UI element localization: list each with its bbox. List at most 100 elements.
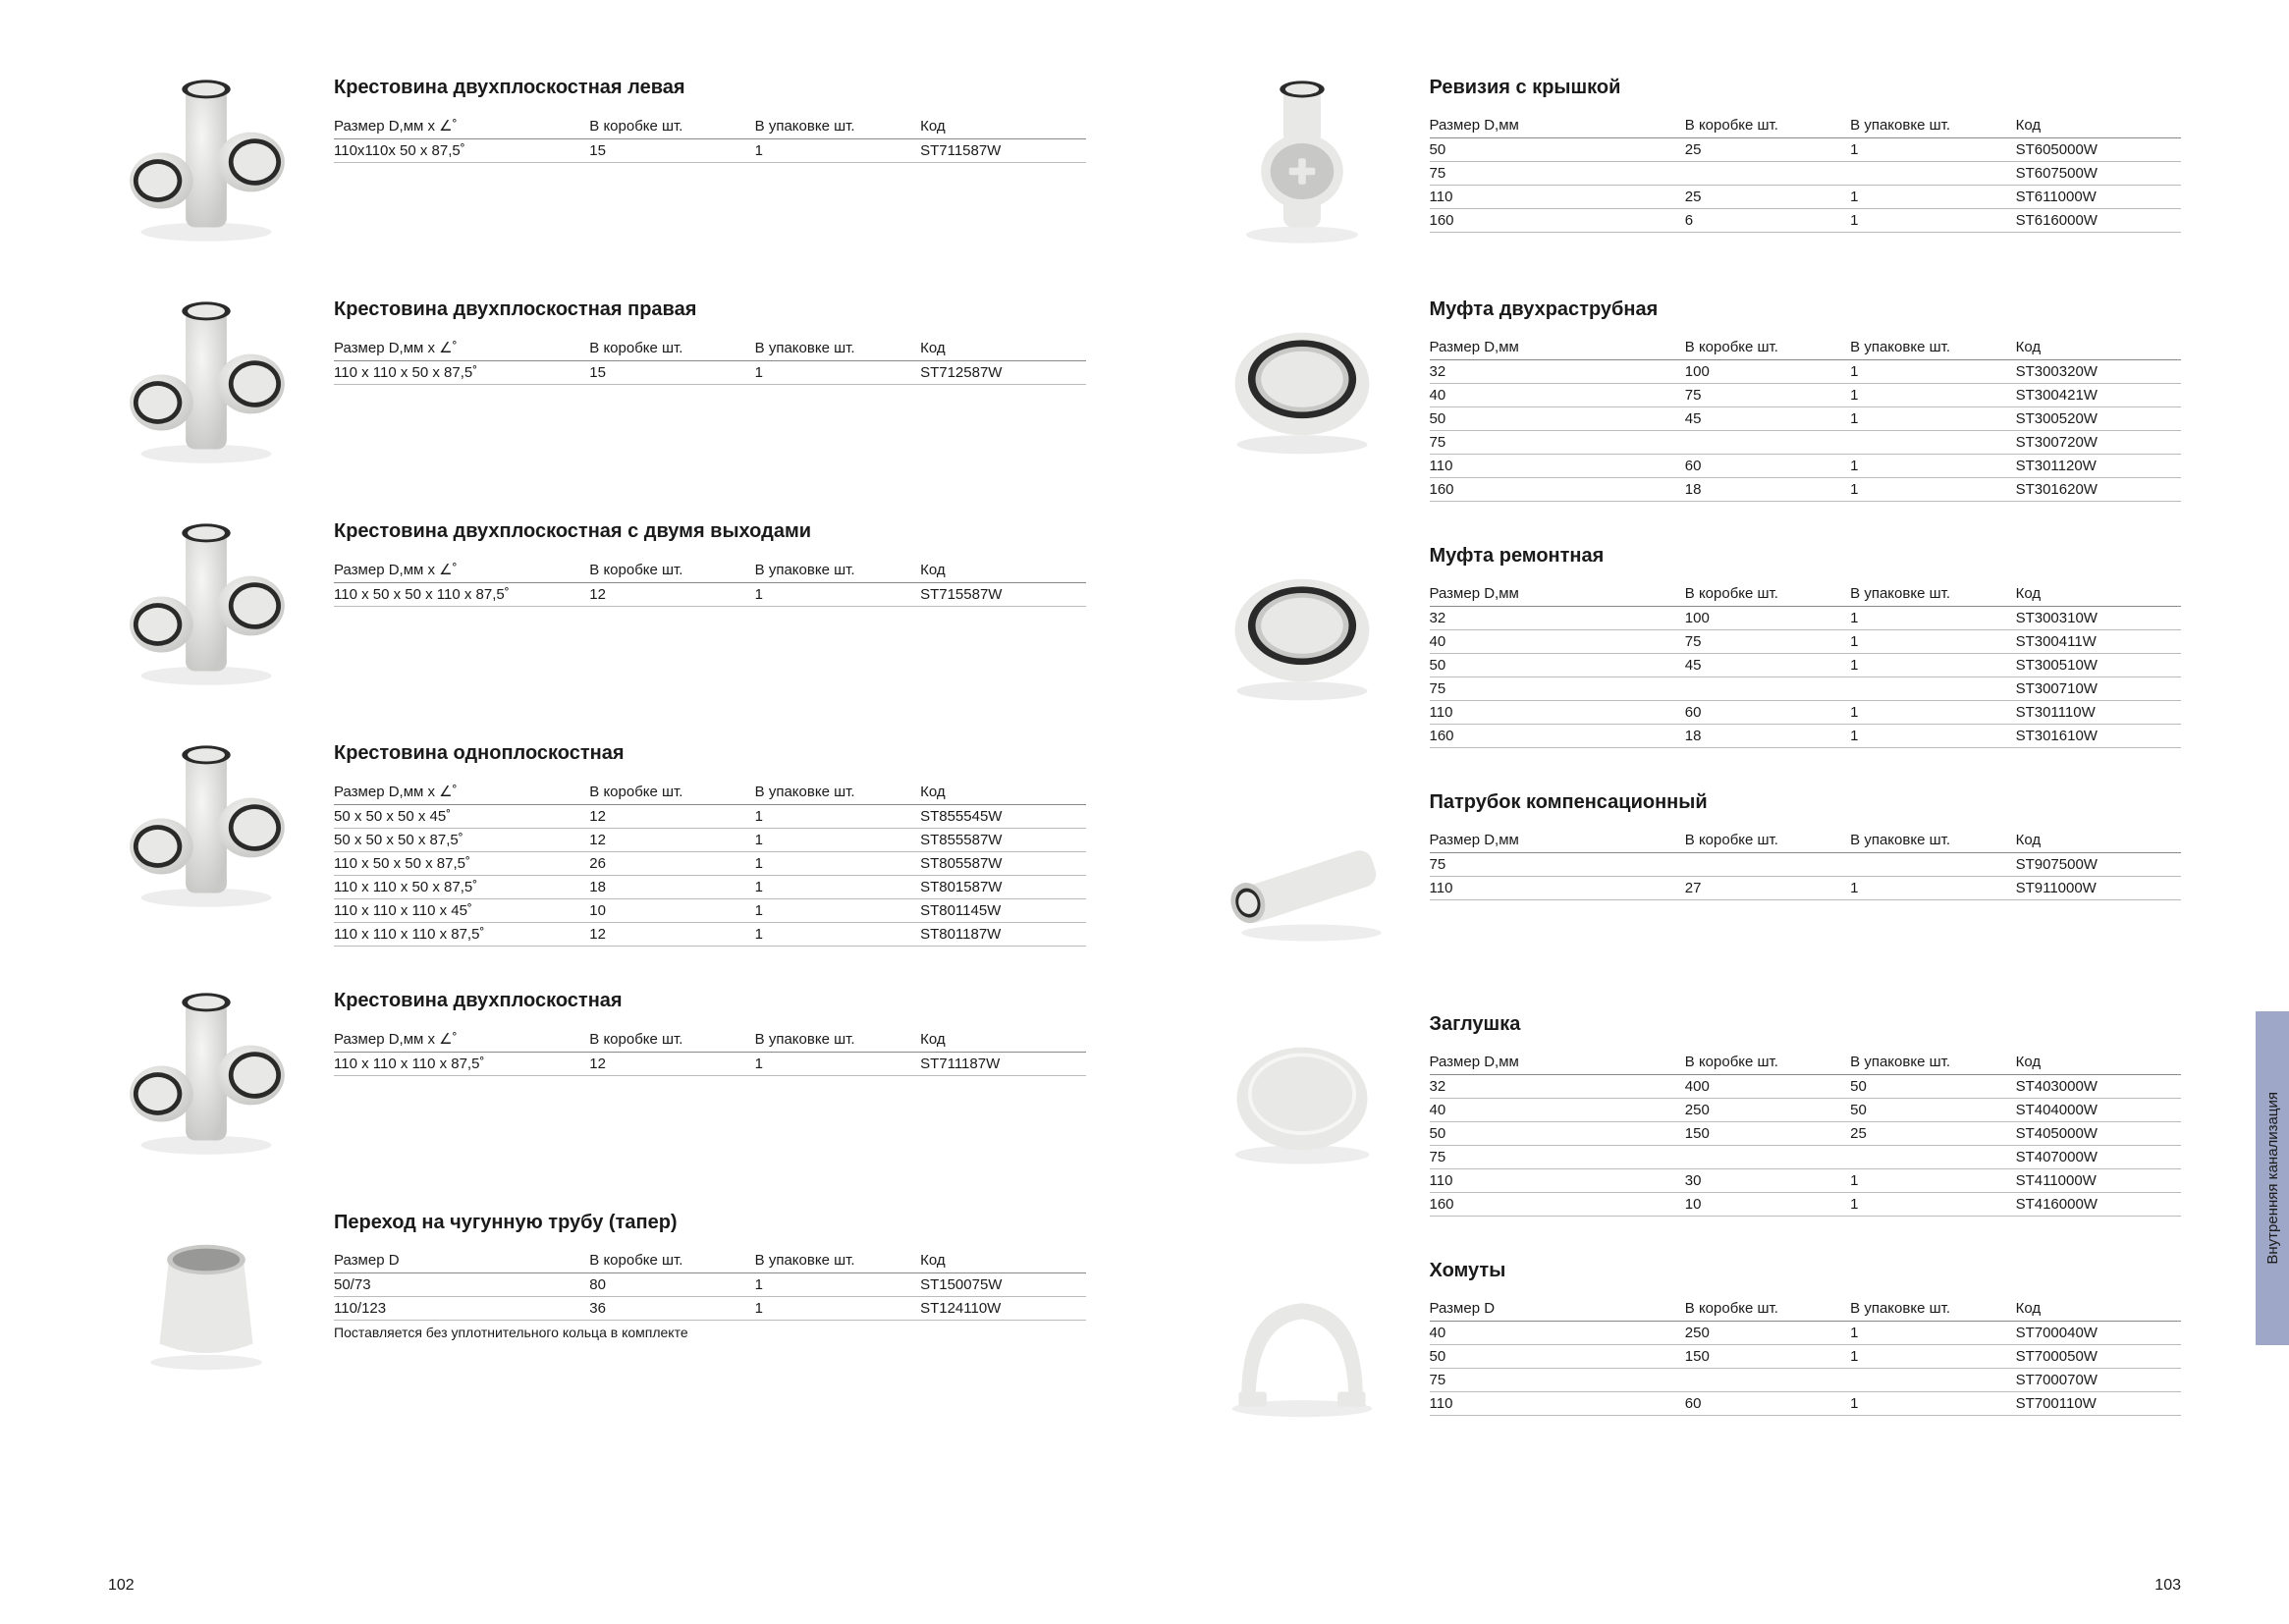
table-cell: 1: [1850, 360, 2015, 384]
product-table: Размер DВ коробке шт.В упаковке шт.Код50…: [334, 1248, 1086, 1321]
section-title: Заглушка: [1430, 1013, 2182, 1036]
table-row: 75 ST607500W: [1430, 162, 2182, 186]
section-body: Переход на чугунную трубу (тапер)Размер …: [334, 1204, 1086, 1340]
table-header: Код: [2016, 113, 2181, 138]
table-header: В коробке шт.: [1685, 335, 1850, 360]
table-cell: [1850, 162, 2015, 186]
product-table: Размер D,ммВ коробке шт.В упаковке шт.Ко…: [1430, 828, 2182, 900]
table-header: В упаковке шт.: [1850, 1296, 2015, 1322]
table-header: Код: [920, 113, 1085, 139]
page-right: Ревизия с крышкойРазмер D,ммВ коробке шт…: [1145, 0, 2289, 1624]
table-row: 5015025ST405000W: [1430, 1122, 2182, 1146]
table-row: 40751ST300421W: [1430, 384, 2182, 407]
table-cell: 75: [1430, 162, 1685, 186]
table-header: Размер D,мм: [1430, 581, 1685, 607]
table-cell: 75: [1430, 853, 1685, 877]
table-cell: [1850, 1369, 2015, 1392]
table-cell: 110 x 110 x 50 x 87,5˚: [334, 876, 589, 899]
table-cell: 50: [1430, 138, 1685, 162]
section-title: Ревизия с крышкой: [1430, 77, 2182, 99]
product-image: [1204, 69, 1400, 255]
table-header: Размер D,мм x ∠˚: [334, 335, 589, 361]
table-cell: ST911000W: [2016, 877, 2181, 900]
table-cell: 75: [1430, 1146, 1685, 1169]
table-row: 321001ST300320W: [1430, 360, 2182, 384]
table-row: 110601ST301120W: [1430, 455, 2182, 478]
table-row: 110251ST611000W: [1430, 186, 2182, 209]
table-header: Код: [920, 1248, 1085, 1273]
table-cell: 40: [1430, 384, 1685, 407]
table-cell: 110/123: [334, 1297, 589, 1321]
table-cell: ST301620W: [2016, 478, 2181, 502]
table-cell: 110 x 50 x 50 x 87,5˚: [334, 852, 589, 876]
table-header: Код: [920, 335, 1085, 361]
table-row: 402501ST700040W: [1430, 1322, 2182, 1345]
section-body: Ревизия с крышкойРазмер D,ммВ коробке шт…: [1430, 69, 2182, 233]
table-header: В коробке шт.: [1685, 828, 1850, 853]
table-cell: 75: [1685, 384, 1850, 407]
table-cell: ST300421W: [2016, 384, 2181, 407]
table-cell: ST855587W: [920, 829, 1085, 852]
section-body: Муфта ремонтнаяРазмер D,ммВ коробке шт.В…: [1430, 537, 2182, 748]
table-cell: 75: [1430, 1369, 1685, 1392]
table-header: Размер D,мм x ∠˚: [334, 113, 589, 139]
table-cell: 1: [1850, 478, 2015, 502]
table-row: 75 ST407000W: [1430, 1146, 2182, 1169]
table-cell: [1685, 1146, 1850, 1169]
section-title: Муфта двухраструбная: [1430, 298, 2182, 321]
table-cell: 1: [755, 1297, 920, 1321]
table-cell: 45: [1685, 654, 1850, 677]
product-section: Муфта ремонтнаяРазмер D,ммВ коробке шт.В…: [1204, 537, 2182, 748]
page-number-left: 102: [108, 1577, 135, 1595]
section-body: Крестовина двухплоскостная леваяРазмер D…: [334, 69, 1086, 163]
table-cell: ST700050W: [2016, 1345, 2181, 1369]
table-cell: 10: [1685, 1193, 1850, 1217]
table-cell: 110: [1430, 1392, 1685, 1416]
table-cell: 1: [755, 923, 920, 947]
table-cell: 1: [1850, 607, 2015, 630]
table-header: В коробке шт.: [589, 1248, 754, 1273]
table-header: В коробке шт.: [1685, 113, 1850, 138]
table-cell: 27: [1685, 877, 1850, 900]
table-cell: 40: [1430, 1099, 1685, 1122]
product-image: [1204, 1005, 1400, 1192]
table-header: Размер D,мм x ∠˚: [334, 557, 589, 583]
section-body: Крестовина двухплоскостная праваяРазмер …: [334, 291, 1086, 385]
table-cell: 100: [1685, 360, 1850, 384]
table-header: Код: [2016, 1050, 2181, 1075]
table-cell: ST700070W: [2016, 1369, 2181, 1392]
table-row: 110x110x 50 x 87,5˚151ST711587W: [334, 139, 1086, 163]
table-cell: 50: [1850, 1075, 2015, 1099]
table-header: В коробке шт.: [1685, 1050, 1850, 1075]
table-cell: 45: [1685, 407, 1850, 431]
section-body: Крестовина одноплоскостнаяРазмер D,мм x …: [334, 734, 1086, 947]
table-cell: 50: [1430, 1122, 1685, 1146]
table-cell: ST607500W: [2016, 162, 2181, 186]
table-cell: 110x110x 50 x 87,5˚: [334, 139, 589, 163]
table-row: 50451ST300520W: [1430, 407, 2182, 431]
table-cell: 1: [755, 829, 920, 852]
product-table: Размер D,мм x ∠˚В коробке шт.В упаковке …: [334, 1026, 1086, 1076]
table-row: 50451ST300510W: [1430, 654, 2182, 677]
table-cell: 160: [1430, 478, 1685, 502]
table-row: 110 x 50 x 50 x 110 x 87,5˚121ST715587W: [334, 583, 1086, 607]
table-header: Размер D,мм x ∠˚: [334, 779, 589, 805]
table-row: 40751ST300411W: [1430, 630, 2182, 654]
product-table: Размер D,мм x ∠˚В коробке шт.В упаковке …: [334, 335, 1086, 385]
table-header: Размер D,мм x ∠˚: [334, 1026, 589, 1053]
table-cell: ST712587W: [920, 361, 1085, 385]
table-cell: 150: [1685, 1345, 1850, 1369]
table-cell: ST407000W: [2016, 1146, 2181, 1169]
table-row: 50251ST605000W: [1430, 138, 2182, 162]
table-cell: 12: [589, 1053, 754, 1076]
product-table: Размер D,ммВ коробке шт.В упаковке шт.Ко…: [1430, 581, 2182, 748]
table-cell: 18: [1685, 725, 1850, 748]
table-header: Размер D,мм: [1430, 1050, 1685, 1075]
table-cell: ST124110W: [920, 1297, 1085, 1321]
table-cell: 60: [1685, 701, 1850, 725]
product-image: [108, 734, 304, 921]
table-cell: [1850, 853, 2015, 877]
table-row: 110 x 110 x 110 x 87,5˚121ST801187W: [334, 923, 1086, 947]
table-cell: ST405000W: [2016, 1122, 2181, 1146]
table-cell: 1: [1850, 1345, 2015, 1369]
